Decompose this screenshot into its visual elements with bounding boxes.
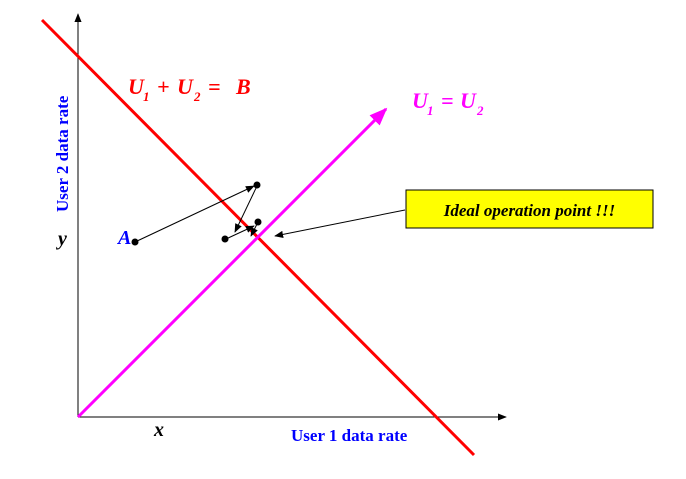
svg-text:2: 2 xyxy=(476,103,484,118)
svg-text:1: 1 xyxy=(427,103,434,118)
budget-line-label: U 1 + U 2 = B xyxy=(128,74,251,104)
y-tick-label: y xyxy=(56,228,67,250)
fairness-line xyxy=(76,107,388,419)
trajectory-arrow-1 xyxy=(134,185,255,243)
svg-text:=: = xyxy=(441,88,454,113)
y-axis-title: User 2 data rate xyxy=(53,95,72,212)
trajectory-point xyxy=(253,181,261,189)
svg-text:U: U xyxy=(460,88,477,113)
x-axis-title: User 1 data rate xyxy=(291,426,408,445)
callout-box xyxy=(405,189,654,229)
svg-text:B: B xyxy=(235,74,251,99)
point-a-label: A xyxy=(116,227,131,249)
trajectory-arrow-3 xyxy=(225,225,255,240)
fairness-line-label: U 1 = U 2 xyxy=(412,88,484,118)
trajectory-point xyxy=(221,235,229,243)
trajectory-arrow-2 xyxy=(234,185,258,233)
svg-text:+: + xyxy=(157,74,170,99)
svg-text:U: U xyxy=(177,74,194,99)
svg-text:U: U xyxy=(412,88,429,113)
svg-text:2: 2 xyxy=(193,89,201,104)
trajectory-point xyxy=(254,218,262,226)
svg-text:=: = xyxy=(208,74,221,99)
callout-arrow xyxy=(274,209,406,238)
svg-text:U: U xyxy=(128,74,145,99)
svg-text:1: 1 xyxy=(143,89,150,104)
callout-text: Ideal operation point !!! xyxy=(443,201,615,220)
x-tick-label: x xyxy=(153,419,164,441)
point-a xyxy=(131,238,139,246)
